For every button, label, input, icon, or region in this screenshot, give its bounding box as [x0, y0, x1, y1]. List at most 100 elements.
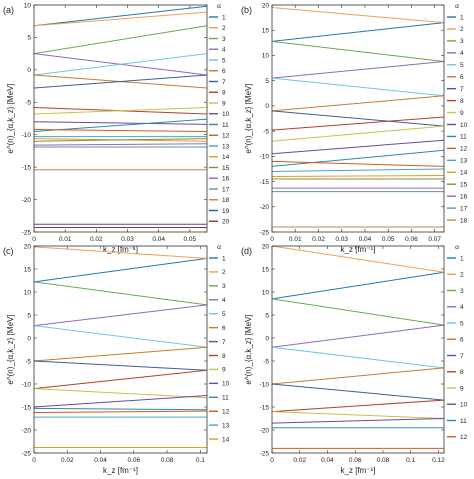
legend-label-14: 14: [222, 436, 230, 443]
legend-label-11: 11: [460, 134, 467, 141]
legend-label-5: 5: [222, 311, 226, 318]
x-tick-label: 0.01: [289, 236, 302, 243]
legend-label-14: 14: [460, 170, 468, 177]
plot-frame: [271, 4, 445, 233]
legend-label-12: 12: [222, 409, 230, 416]
series-line-13: [272, 168, 444, 172]
legend-label-16: 16: [460, 193, 468, 200]
plot-frame: [271, 245, 445, 454]
y-tick-label: 15: [262, 266, 270, 273]
panel-label: (d): [241, 246, 252, 256]
panel-label: (b): [241, 5, 252, 15]
y-tick-label: 20: [262, 2, 270, 9]
x-tick-label: 0.05: [382, 236, 395, 243]
series-line-8: [272, 116, 444, 131]
legend-label-9: 9: [460, 385, 464, 392]
series-line-7: [272, 383, 444, 401]
y-tick-label: 0: [265, 335, 269, 342]
series-line-11: [272, 149, 444, 167]
y-tick-label: 10: [262, 53, 270, 60]
legend-label-5: 5: [222, 57, 226, 64]
series-line-7: [34, 360, 207, 371]
y-tick-label: -25: [260, 229, 270, 236]
legend-label-7: 7: [460, 353, 464, 360]
legend-label-4: 4: [222, 47, 226, 54]
y-tick-label: -15: [260, 404, 270, 411]
series-line-3: [34, 281, 207, 306]
y-tick-label: -10: [260, 381, 270, 388]
series-line-9: [34, 106, 207, 115]
legend-label-2: 2: [222, 269, 226, 276]
x-tick-label: 0.1: [196, 457, 205, 464]
y-tick-label: 10: [262, 289, 270, 296]
y-tick-label: 5: [265, 78, 269, 85]
x-tick-label: 0.08: [161, 457, 174, 464]
series-line-9: [34, 388, 207, 399]
x-axis-label: k_z [fm⁻¹]: [103, 466, 138, 475]
panel-label: (c): [3, 246, 14, 256]
series-group: [272, 7, 444, 228]
legend-label-7: 7: [222, 339, 226, 346]
x-tick-label: 0.1: [406, 457, 415, 464]
legend-title: α: [217, 244, 221, 251]
plot-frame: [33, 4, 208, 233]
y-tick-label: 5: [265, 312, 269, 319]
series-line-3: [34, 25, 207, 55]
y-axis-label: e^(n)_{α,k_z} [MeV]: [6, 314, 15, 384]
x-tick-label: 0: [32, 236, 36, 243]
legend-label-12: 12: [460, 434, 468, 441]
y-tick-label: -25: [22, 450, 32, 457]
legend-label-17: 17: [222, 186, 230, 193]
y-tick-label: 20: [24, 243, 32, 250]
legend-label-2: 2: [460, 26, 464, 33]
legend-label-18: 18: [460, 217, 468, 224]
y-tick-label: 5: [27, 35, 31, 42]
y-tick-label: -20: [260, 204, 270, 211]
series-line-5: [34, 53, 207, 76]
y-axis-label: e^(n)_{α,k_z} [MeV]: [6, 83, 15, 153]
legend-label-12: 12: [222, 133, 230, 140]
series-line-6: [272, 367, 444, 385]
x-tick-label: 0.04: [321, 457, 334, 464]
series-group: [272, 246, 444, 449]
x-tick-label: 0.05: [184, 236, 197, 243]
x-tick-label: 0.03: [121, 236, 134, 243]
legend-label-11: 11: [222, 122, 229, 129]
series-line-4: [272, 324, 444, 348]
legend-label-19: 19: [222, 208, 230, 215]
legend-label-5: 5: [460, 62, 464, 69]
series-line-16: [34, 143, 207, 146]
legend-label-15: 15: [460, 182, 468, 189]
legend-label-6: 6: [460, 74, 464, 81]
series-line-10: [34, 121, 207, 125]
y-tick-label: -15: [22, 164, 32, 171]
x-tick-label: 0.06: [349, 457, 362, 464]
y-tick-label: -25: [260, 450, 270, 457]
y-tick-label: -10: [22, 381, 32, 388]
series-line-7: [272, 110, 444, 127]
legend-label-3: 3: [460, 288, 464, 295]
legend-title: α: [455, 3, 459, 10]
series-line-1: [272, 271, 444, 300]
x-tick-label: 0: [270, 457, 274, 464]
legend-label-9: 9: [222, 367, 226, 374]
y-tick-label: -15: [22, 404, 32, 411]
y-tick-label: -10: [22, 132, 32, 139]
legend-label-1: 1: [222, 14, 226, 21]
series-line-15: [34, 138, 207, 142]
series-line-10: [272, 139, 444, 155]
series-line-4: [272, 61, 444, 79]
series-line-1: [34, 257, 207, 283]
series-line-11: [34, 407, 207, 411]
series-line-9: [272, 125, 444, 142]
legend-label-4: 4: [222, 297, 226, 304]
legend-label-7: 7: [460, 86, 464, 93]
legend-label-14: 14: [222, 154, 230, 161]
y-tick-label: -5: [263, 128, 269, 135]
series-line-14: [272, 175, 444, 178]
